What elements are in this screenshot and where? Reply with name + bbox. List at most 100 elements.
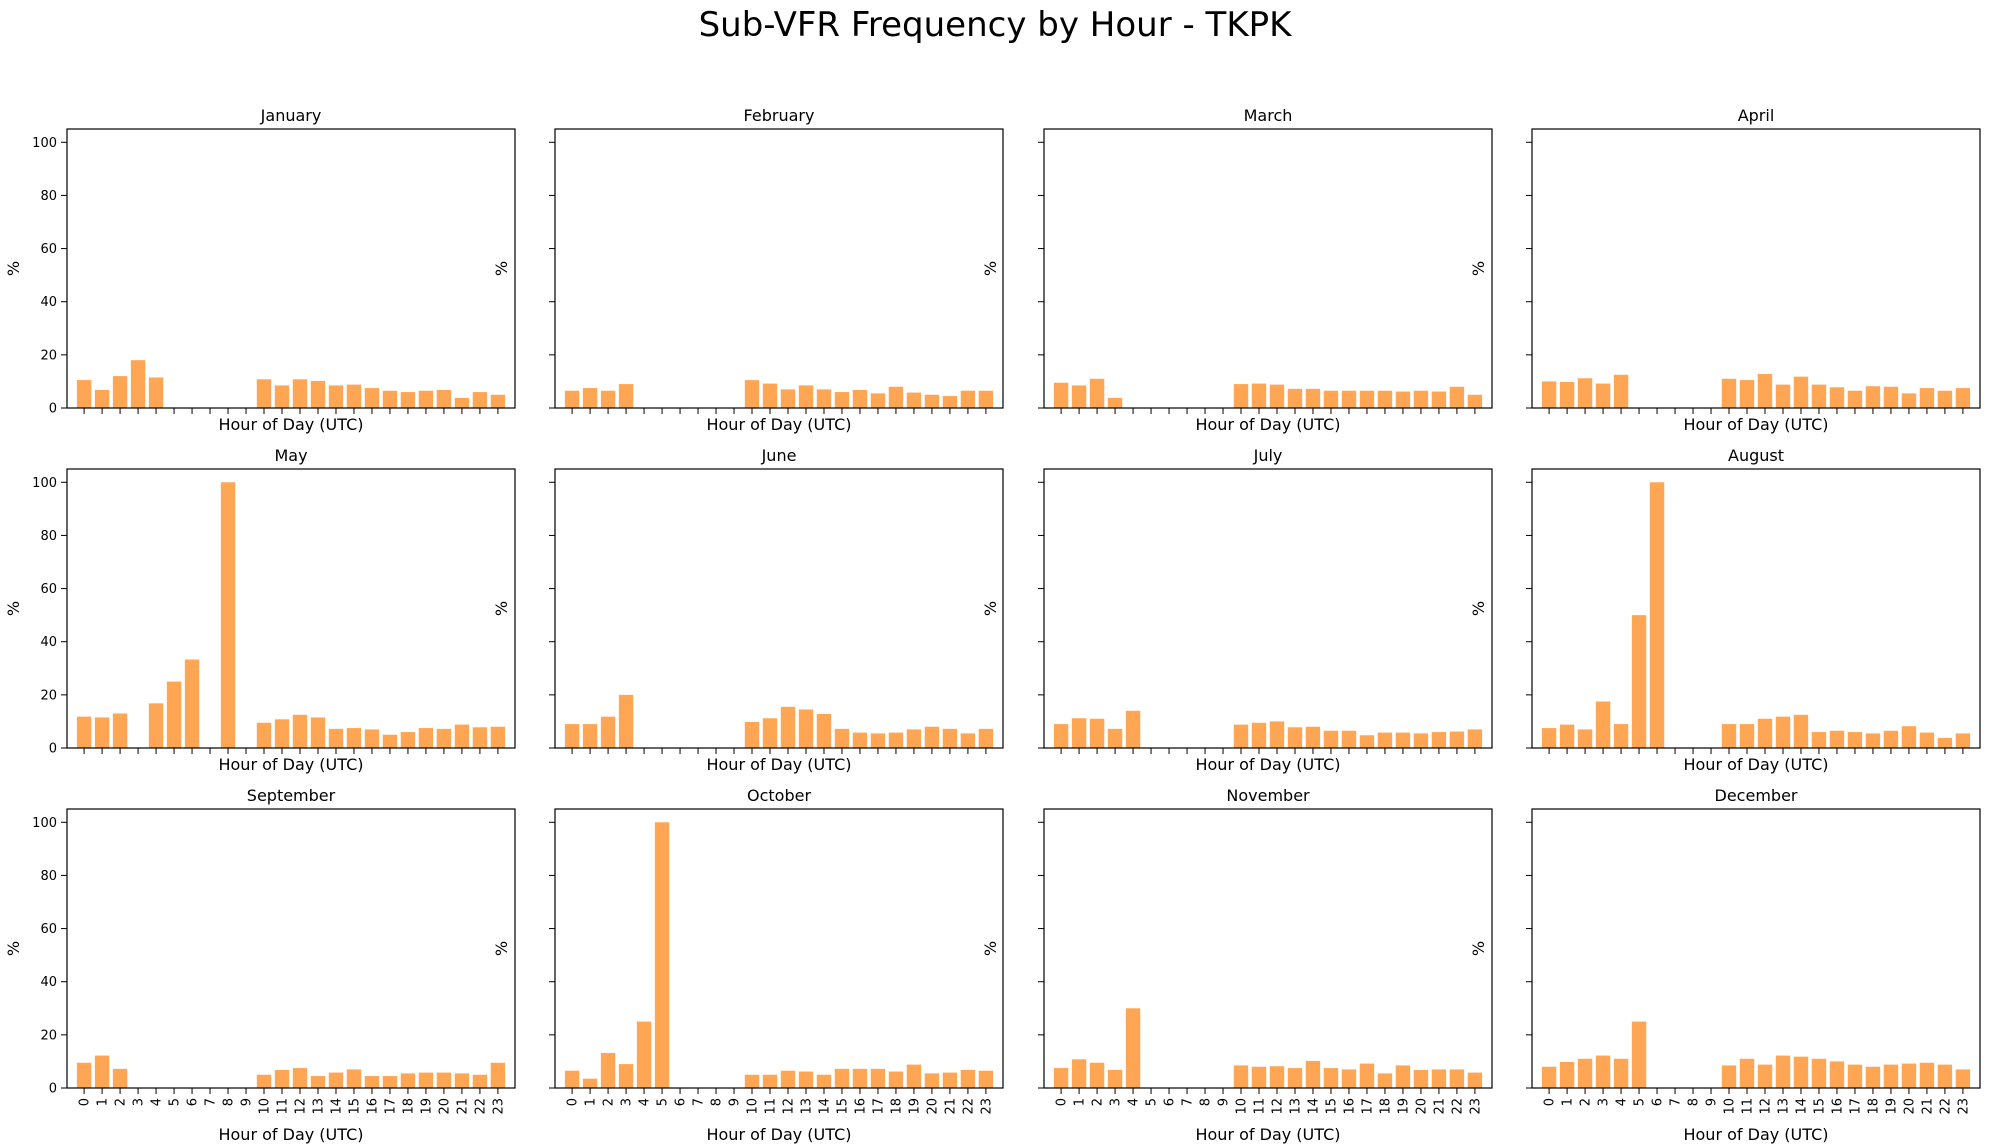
bar-hour-16 xyxy=(1341,390,1357,408)
x-axis-label: Hour of Day (UTC) xyxy=(218,415,363,434)
bar-hour-20 xyxy=(1413,733,1429,748)
x-axis-label: Hour of Day (UTC) xyxy=(1683,415,1828,434)
bar-hour-15 xyxy=(834,392,850,408)
bar-hour-18 xyxy=(1377,732,1393,748)
bar-hour-19 xyxy=(906,729,922,748)
y-tick-label: 0 xyxy=(49,402,57,417)
bar-hour-10 xyxy=(744,380,760,408)
bar-hour-4 xyxy=(636,1021,652,1088)
panel-title: October xyxy=(747,786,811,805)
bar-hour-16 xyxy=(852,1068,868,1088)
x-tick-label: 9 xyxy=(1217,1098,1232,1106)
bar-hour-15 xyxy=(1811,1058,1827,1088)
bar-hour-2 xyxy=(600,390,616,408)
bar-hour-20 xyxy=(1901,726,1917,748)
panel-june: June% Hour of Day (UTC) xyxy=(492,446,1004,774)
x-tick-label: 17 xyxy=(871,1098,886,1115)
bar-hour-20 xyxy=(1901,1063,1917,1088)
x-tick-label: 15 xyxy=(1812,1098,1827,1115)
bar-hour-17 xyxy=(382,390,398,408)
plot-frame xyxy=(1531,128,1981,409)
bar-hour-17 xyxy=(1847,390,1863,408)
bar-hour-17 xyxy=(1847,1064,1863,1088)
bar-hour-14 xyxy=(328,728,344,748)
bar-hour-17 xyxy=(1359,735,1375,748)
bar-hour-23 xyxy=(490,394,506,408)
panel-title: November xyxy=(1226,786,1310,805)
bar-hour-0 xyxy=(1053,1068,1069,1088)
bar-hour-15 xyxy=(1323,1068,1339,1088)
plot-frame xyxy=(554,808,1004,1089)
x-tick-label: 21 xyxy=(943,1098,958,1115)
y-axis-label: % xyxy=(492,941,511,956)
x-tick-label: 13 xyxy=(1288,1098,1303,1115)
x-tick-label: 16 xyxy=(365,1098,380,1115)
bar-hour-2 xyxy=(112,1068,128,1088)
x-tick-label: 15 xyxy=(1324,1098,1339,1115)
bar-hour-19 xyxy=(1395,1065,1411,1088)
bar-hour-14 xyxy=(816,389,832,408)
x-tick-label: 5 xyxy=(1633,1098,1648,1106)
x-tick-label: 21 xyxy=(1920,1098,1935,1115)
bar-hour-2 xyxy=(112,713,128,748)
bar-hour-1 xyxy=(1071,718,1087,748)
bar-hour-13 xyxy=(798,385,814,408)
bar-hour-12 xyxy=(780,1070,796,1088)
bar-hour-4 xyxy=(148,703,164,748)
bar-hour-13 xyxy=(1287,1068,1303,1088)
bar-hour-12 xyxy=(1269,721,1285,748)
bar-hour-12 xyxy=(1757,1064,1773,1088)
bar-hour-0 xyxy=(76,380,92,408)
bar-hour-1 xyxy=(582,724,598,748)
x-tick-label: 10 xyxy=(1235,1098,1250,1115)
x-tick-label: 23 xyxy=(979,1098,994,1115)
x-tick-label: 3 xyxy=(1109,1098,1124,1106)
y-tick-label: 40 xyxy=(40,975,57,990)
bar-hour-22 xyxy=(1449,1069,1465,1088)
y-tick-label: 100 xyxy=(32,476,57,491)
bar-hour-12 xyxy=(1269,384,1285,408)
panel-title: September xyxy=(247,786,336,805)
bar-hour-10 xyxy=(1721,724,1737,748)
bar-hour-19 xyxy=(1395,732,1411,748)
bar-hour-23 xyxy=(1467,1072,1483,1088)
bar-hour-3 xyxy=(1107,397,1123,408)
x-tick-label: 2 xyxy=(1579,1098,1594,1106)
bar-hour-5 xyxy=(1631,615,1647,748)
y-axis-label: % xyxy=(981,601,1000,616)
panel-december: December%0 1 2 3 4 5 6 7 8 9 10 11 12 13 14 15 16 17 18 19 2… xyxy=(1469,786,1981,1144)
bar-hour-3 xyxy=(618,384,634,408)
bar-hour-12 xyxy=(1269,1066,1285,1088)
x-tick-label: 13 xyxy=(799,1098,814,1115)
y-axis-label: % xyxy=(981,261,1000,276)
x-tick-label: 9 xyxy=(1705,1098,1720,1106)
bar-hour-15 xyxy=(1323,730,1339,748)
bar-hour-15 xyxy=(346,728,362,748)
bar-hour-0 xyxy=(564,724,580,748)
x-tick-label: 2 xyxy=(602,1098,617,1106)
x-axis-label: Hour of Day (UTC) xyxy=(1195,415,1340,434)
bar-hour-10 xyxy=(256,722,272,748)
bar-hour-16 xyxy=(852,732,868,748)
bar-hour-11 xyxy=(1739,380,1755,408)
y-tick-label: 0 xyxy=(49,742,57,757)
x-tick-label: 7 xyxy=(1181,1098,1196,1106)
bar-hour-22 xyxy=(1937,390,1953,408)
bar-hour-23 xyxy=(1467,729,1483,748)
bar-hour-1 xyxy=(582,1078,598,1088)
y-tick-label: 100 xyxy=(32,816,57,831)
bar-hour-20 xyxy=(436,1072,452,1088)
y-tick-label: 60 xyxy=(40,242,57,257)
bar-hour-22 xyxy=(1937,737,1953,748)
bar-hour-5 xyxy=(1631,1021,1647,1088)
bar-hour-16 xyxy=(364,729,380,748)
bar-hour-16 xyxy=(1341,1069,1357,1088)
bar-hour-21 xyxy=(1919,388,1935,408)
bar-hour-1 xyxy=(1559,724,1575,748)
x-tick-label: 11 xyxy=(1741,1098,1756,1115)
bar-hour-12 xyxy=(780,706,796,748)
x-tick-label: 6 xyxy=(674,1098,689,1106)
bar-hour-3 xyxy=(1107,728,1123,748)
bar-hour-20 xyxy=(924,394,940,408)
